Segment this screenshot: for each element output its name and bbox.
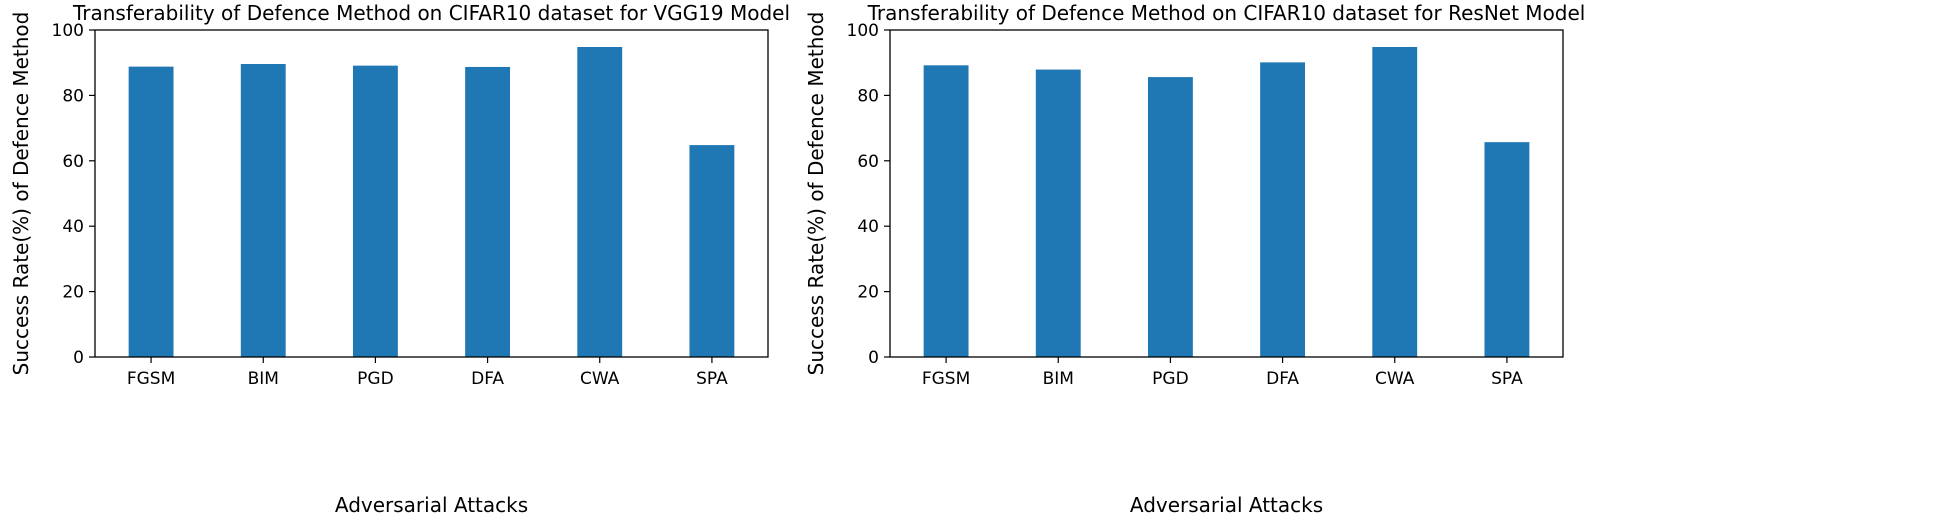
bar-resnet-dfa bbox=[1260, 62, 1306, 358]
x-tick-label-resnet-bim: BIM bbox=[1043, 369, 1074, 389]
chart-title-resnet: Transferability of Defence Method on CIF… bbox=[867, 1, 1586, 25]
y-tick-label-vgg19-40: 40 bbox=[62, 217, 84, 237]
x-tick-label-vgg19-spa: SPA bbox=[696, 369, 728, 389]
bar-vgg19-spa bbox=[689, 145, 735, 357]
y-tick-label-resnet-80: 80 bbox=[857, 86, 879, 106]
bar-vgg19-cwa bbox=[577, 47, 623, 358]
x-tick-label-vgg19-dfa: DFA bbox=[471, 369, 504, 389]
y-axis-label-vgg19: Success Rate(%) of Defence Method bbox=[9, 12, 33, 376]
x-tick-label-vgg19-pgd: PGD bbox=[357, 369, 394, 389]
chart-title-vgg19: Transferability of Defence Method on CIF… bbox=[72, 1, 790, 25]
x-tick-label-resnet-spa: SPA bbox=[1491, 369, 1523, 389]
bar-vgg19-dfa bbox=[465, 66, 511, 358]
y-tick-label-resnet-60: 60 bbox=[857, 152, 879, 172]
y-tick-label-resnet-20: 20 bbox=[857, 283, 879, 303]
bar-resnet-cwa bbox=[1372, 47, 1418, 358]
y-tick-label-vgg19-100: 100 bbox=[52, 21, 84, 41]
bar-resnet-bim bbox=[1035, 69, 1081, 357]
x-tick-label-resnet-cwa: CWA bbox=[1375, 369, 1415, 389]
x-axis-label-resnet: Adversarial Attacks bbox=[1130, 493, 1323, 517]
x-tick-label-vgg19-fgsm: FGSM bbox=[127, 369, 175, 389]
bar-vgg19-pgd bbox=[352, 65, 398, 357]
bar-vgg19-fgsm bbox=[128, 66, 174, 358]
bar-resnet-pgd bbox=[1147, 77, 1193, 357]
x-tick-label-resnet-pgd: PGD bbox=[1152, 369, 1189, 389]
y-tick-label-vgg19-80: 80 bbox=[62, 86, 84, 106]
y-tick-label-resnet-40: 40 bbox=[857, 217, 879, 237]
x-tick-label-resnet-dfa: DFA bbox=[1266, 369, 1299, 389]
axes-frame-resnet bbox=[889, 29, 1564, 358]
y-axis-label-resnet: Success Rate(%) of Defence Method bbox=[804, 12, 828, 376]
y-tick-label-vgg19-20: 20 bbox=[62, 283, 84, 303]
x-axis-label-vgg19: Adversarial Attacks bbox=[335, 493, 528, 517]
y-tick-label-vgg19-60: 60 bbox=[62, 152, 84, 172]
bar-resnet-fgsm bbox=[923, 65, 969, 357]
x-tick-label-vgg19-bim: BIM bbox=[248, 369, 279, 389]
x-tick-label-resnet-fgsm: FGSM bbox=[922, 369, 970, 389]
x-tick-label-vgg19-cwa: CWA bbox=[580, 369, 620, 389]
y-tick-label-resnet-0: 0 bbox=[868, 348, 879, 368]
bar-vgg19-bim bbox=[240, 64, 286, 358]
y-tick-label-resnet-100: 100 bbox=[847, 21, 879, 41]
bar-resnet-spa bbox=[1484, 142, 1530, 357]
axes-frame-vgg19 bbox=[94, 29, 769, 358]
y-tick-label-vgg19-0: 0 bbox=[73, 348, 84, 368]
